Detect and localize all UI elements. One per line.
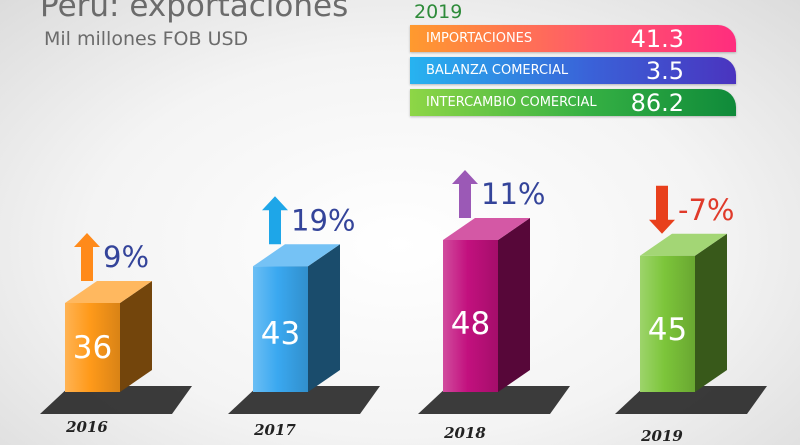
bar-value-label: 43 bbox=[261, 316, 300, 352]
bar bbox=[65, 303, 120, 392]
stat-importaciones-value: 41.3 bbox=[630, 25, 684, 53]
bar bbox=[253, 266, 308, 392]
chart-title: Peru: exportaciones bbox=[40, 0, 349, 24]
bar-ground-shadow bbox=[228, 386, 380, 414]
bar-side-face bbox=[695, 233, 727, 392]
bar-top-face bbox=[640, 233, 727, 256]
stats-year: 2019 bbox=[414, 1, 463, 23]
stat-intercambio-comercial: INTERCAMBIO COMERCIAL 86.2 bbox=[410, 89, 736, 117]
stat-intercambio-value: 86.2 bbox=[630, 89, 684, 117]
bar bbox=[640, 255, 695, 392]
bar bbox=[443, 240, 498, 392]
bar-top-face bbox=[443, 218, 530, 240]
bar-ground-shadow bbox=[40, 386, 192, 414]
bar-ground-shadow bbox=[418, 386, 570, 414]
bar-side-face bbox=[120, 281, 152, 392]
change-percent-label: -7% bbox=[678, 193, 734, 227]
chart-subtitle: Mil millones FOB USD bbox=[44, 28, 249, 50]
bar-value-label: 45 bbox=[648, 312, 687, 348]
x-tick-label: 2016 bbox=[65, 418, 108, 436]
bar-value-label: 48 bbox=[451, 306, 490, 342]
bar-ground-shadow bbox=[615, 386, 767, 414]
bar-side-face bbox=[498, 218, 530, 392]
change-arrow-down-icon bbox=[649, 185, 675, 234]
change-percent-label: 19% bbox=[291, 203, 355, 237]
stat-balanza-label: BALANZA COMERCIAL bbox=[426, 63, 569, 78]
x-tick-label: 2017 bbox=[253, 421, 296, 439]
bar-top-face bbox=[253, 244, 340, 267]
stat-intercambio-label: INTERCAMBIO COMERCIAL bbox=[426, 95, 597, 110]
stat-importaciones: IMPORTACIONES 41.3 bbox=[410, 25, 736, 53]
change-arrow-up-icon bbox=[452, 170, 478, 218]
bar-top-face bbox=[65, 281, 152, 303]
change-arrow-up-icon bbox=[74, 233, 100, 281]
x-tick-label: 2019 bbox=[640, 427, 683, 445]
stat-importaciones-label: IMPORTACIONES bbox=[426, 31, 533, 46]
x-tick-label: 2018 bbox=[443, 424, 486, 442]
change-percent-label: 9% bbox=[103, 240, 149, 274]
bar-value-label: 36 bbox=[73, 330, 112, 366]
change-percent-label: 11% bbox=[481, 177, 545, 211]
change-arrow-up-icon bbox=[262, 196, 288, 245]
stat-balanza-comercial: BALANZA COMERCIAL 3.5 bbox=[410, 57, 736, 85]
stat-balanza-value: 3.5 bbox=[645, 57, 684, 85]
bar-side-face bbox=[308, 244, 340, 392]
